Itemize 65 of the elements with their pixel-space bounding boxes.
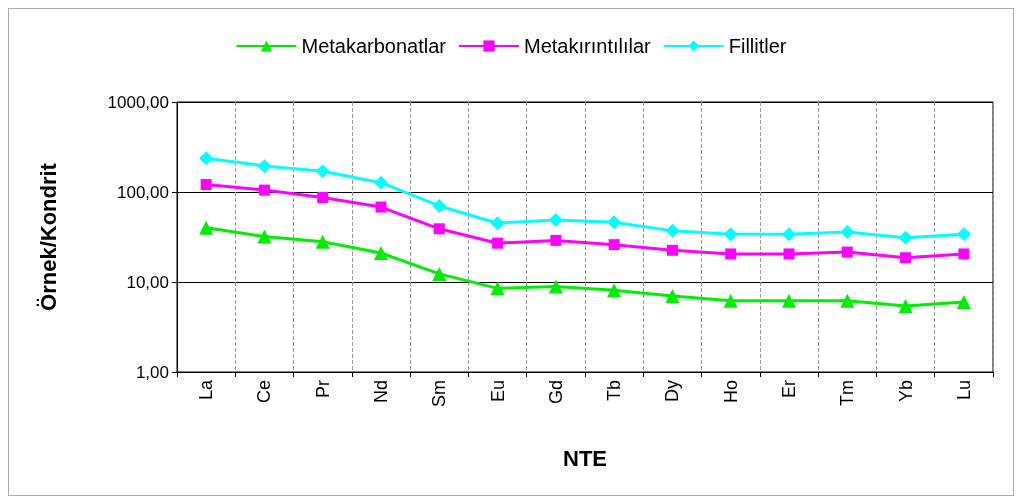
point <box>375 201 387 213</box>
x-tick-label: Ce <box>254 380 275 404</box>
point <box>666 244 678 256</box>
legend-label: Metakırıntılılar <box>524 35 652 57</box>
point <box>956 294 971 309</box>
point <box>900 252 912 264</box>
point <box>840 293 855 308</box>
y-tick-label: 100,00 <box>117 182 169 202</box>
point <box>607 215 622 230</box>
x-tick-label: Nd <box>371 380 391 404</box>
y-tick-label: 1000,00 <box>107 92 169 112</box>
point <box>783 248 795 260</box>
point <box>550 234 562 246</box>
point <box>315 234 330 249</box>
x-tick-label: Tm <box>837 380 858 406</box>
point <box>490 281 505 296</box>
x-tick-label: Pr <box>312 379 333 398</box>
y-axis-title: Örnek/Kondrit <box>35 162 61 311</box>
y-tick-label: 10,00 <box>126 272 169 292</box>
x-tick-label: Tb <box>604 380 625 402</box>
x-tick-label: Eu <box>487 380 508 403</box>
point <box>898 299 913 314</box>
legend-label: Metakarbonatlar <box>301 35 447 57</box>
x-tick-label: La <box>196 379 217 401</box>
point <box>548 279 563 294</box>
point <box>723 293 738 308</box>
point <box>725 248 737 260</box>
point <box>608 239 620 251</box>
point <box>200 179 212 191</box>
x-tick-label: Dy <box>662 380 683 402</box>
y-tick-label: 1,00 <box>135 362 169 382</box>
point <box>841 246 853 258</box>
x-tick-label: Ho <box>720 380 741 404</box>
point <box>782 293 796 308</box>
point <box>433 223 445 235</box>
x-tick-label: Yb <box>895 380 916 403</box>
point <box>548 212 563 227</box>
point <box>317 191 329 203</box>
x-tick-label: Er <box>779 379 799 398</box>
x-tick-label: Gd <box>545 380 566 405</box>
x-tick-label: Sm <box>429 380 450 407</box>
point <box>258 184 270 196</box>
point <box>432 198 447 213</box>
point <box>665 288 680 303</box>
point <box>607 283 622 298</box>
point <box>374 175 388 190</box>
point <box>840 224 855 239</box>
point <box>782 227 796 242</box>
point <box>958 248 970 260</box>
x-axis-title: NTE <box>563 445 607 471</box>
point <box>315 164 330 179</box>
point <box>490 216 505 231</box>
point <box>257 158 272 173</box>
point <box>898 230 913 245</box>
point <box>432 266 447 281</box>
point <box>956 227 971 242</box>
point <box>492 237 504 249</box>
legend-label: Fillitler <box>728 35 787 57</box>
point <box>199 220 214 235</box>
point <box>665 223 680 238</box>
point <box>723 227 738 242</box>
point <box>257 229 272 244</box>
point <box>374 246 388 260</box>
x-tick-label: Lu <box>953 380 974 401</box>
point <box>199 151 214 166</box>
